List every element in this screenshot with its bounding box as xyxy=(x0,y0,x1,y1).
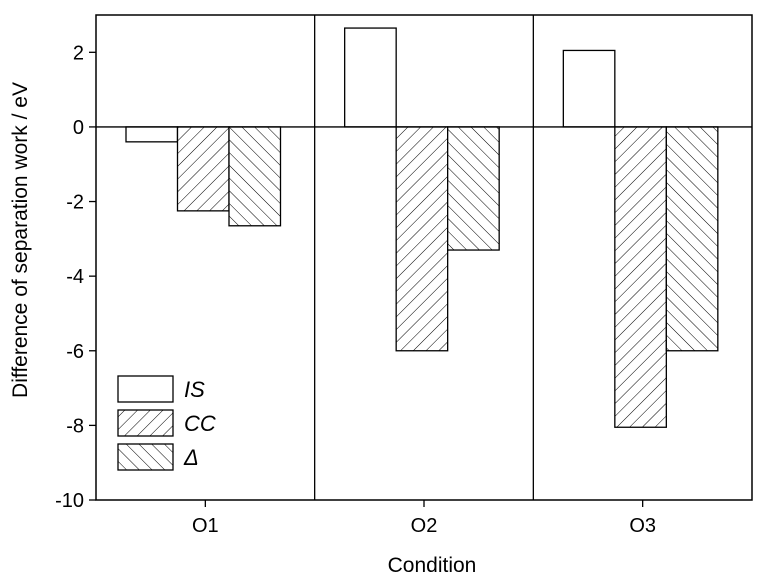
y-axis-title: Difference of separation work / eV xyxy=(9,82,32,398)
y-tick-label: -10 xyxy=(55,490,84,512)
bar-o3-3 xyxy=(665,126,719,352)
bar-o3-2 xyxy=(614,126,667,428)
bar-o1-2 xyxy=(176,126,230,212)
legend-swatch xyxy=(117,375,174,403)
y-tick-label: 2 xyxy=(73,42,84,64)
y-tick-label: 0 xyxy=(73,117,84,139)
x-axis-title: Condition xyxy=(388,554,477,577)
legend: IS CC Δ xyxy=(117,375,216,471)
bar-o1-1 xyxy=(125,126,179,143)
bar-o2-2 xyxy=(395,126,449,352)
legend-label: IS xyxy=(184,377,205,402)
legend-label: CC xyxy=(184,411,216,436)
y-tick-label: -4 xyxy=(66,266,84,288)
legend-label: Δ xyxy=(183,445,199,470)
axes: -10 -8 -6 -4 -2 0 2 O1 O2 O3 xyxy=(55,14,753,537)
y-tick-label: -8 xyxy=(66,415,84,437)
x-tick-label: O3 xyxy=(629,515,656,537)
bar-o2-1 xyxy=(344,27,397,128)
x-tick-label: O1 xyxy=(192,515,219,537)
legend-swatch xyxy=(117,409,174,437)
bar-o2-3 xyxy=(447,126,500,251)
bar-o1-3 xyxy=(228,126,282,227)
bar-o3-1 xyxy=(562,49,616,128)
y-tick-label: -6 xyxy=(66,341,84,363)
legend-swatch xyxy=(117,443,174,471)
y-tick-label: -2 xyxy=(66,192,84,214)
x-tick-label: O2 xyxy=(411,515,438,537)
